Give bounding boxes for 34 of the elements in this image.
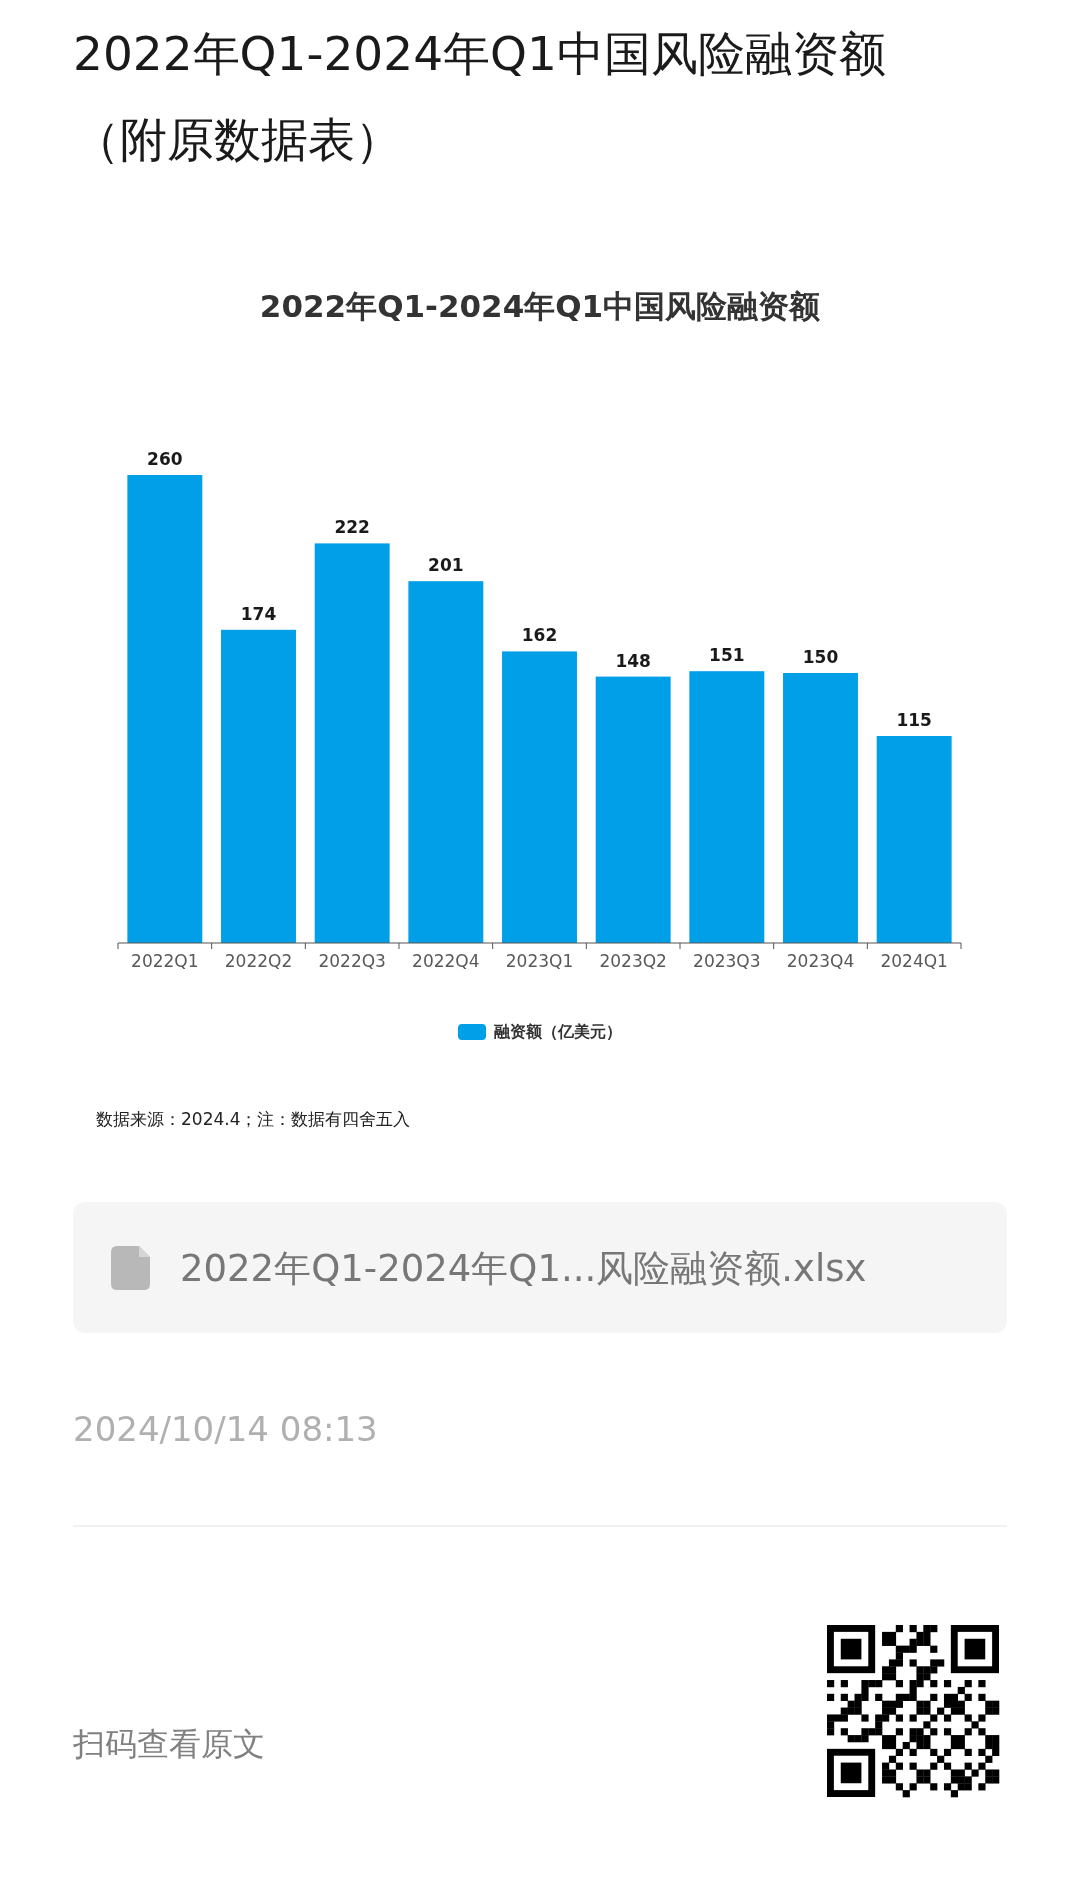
data-label: 148 [615, 650, 651, 671]
bar [408, 581, 484, 943]
data-label: 150 [802, 647, 839, 667]
bar [783, 673, 858, 943]
x-tick-label: 2022Q3 [318, 951, 386, 972]
text: 2024/10/14 08:13 [73, 1408, 378, 1449]
x-tick-label: 2023Q2 [599, 951, 667, 972]
x-tick-label: 2023Q3 [693, 951, 761, 972]
chart-subtitle: 2022年Q1-2024年Q1中国风险融资额 [259, 287, 821, 324]
bar [689, 671, 765, 943]
bar [221, 629, 296, 943]
bar [127, 475, 203, 943]
data-label: 115 [896, 710, 932, 730]
text: 扫码查看原文 [72, 1725, 265, 1763]
data-label: 201 [428, 555, 464, 576]
x-tick-label: 2022Q2 [224, 951, 293, 972]
x-tick-label: 2023Q4 [786, 951, 855, 972]
x-tick-label: 2023Q1 [505, 951, 574, 972]
data-label: 174 [240, 603, 277, 624]
bar [876, 736, 952, 943]
x-tick-label: 2022Q1 [131, 951, 199, 972]
data-label: 260 [147, 449, 183, 469]
chart-title: 2022年Q1-2024年Q1中国风险融资额（附原数据表） [73, 25, 887, 169]
bar [502, 651, 577, 943]
bar [314, 543, 390, 943]
data-label: 222 [334, 517, 370, 538]
source-note: 数据来源：2024.4；注：数据有四舍五入 [96, 1109, 411, 1129]
attachment-card: 2022年Q1-2024年Q1...风险融资额.xlsx [73, 1202, 1007, 1333]
data-label: 162 [521, 625, 558, 646]
legend-label: 融资额（亿美元） [494, 1021, 622, 1041]
x-tick-label: 2022Q4 [412, 951, 480, 972]
data-label: 151 [709, 645, 745, 666]
bar [595, 676, 671, 943]
x-tick-label: 2024Q1 [880, 951, 948, 972]
